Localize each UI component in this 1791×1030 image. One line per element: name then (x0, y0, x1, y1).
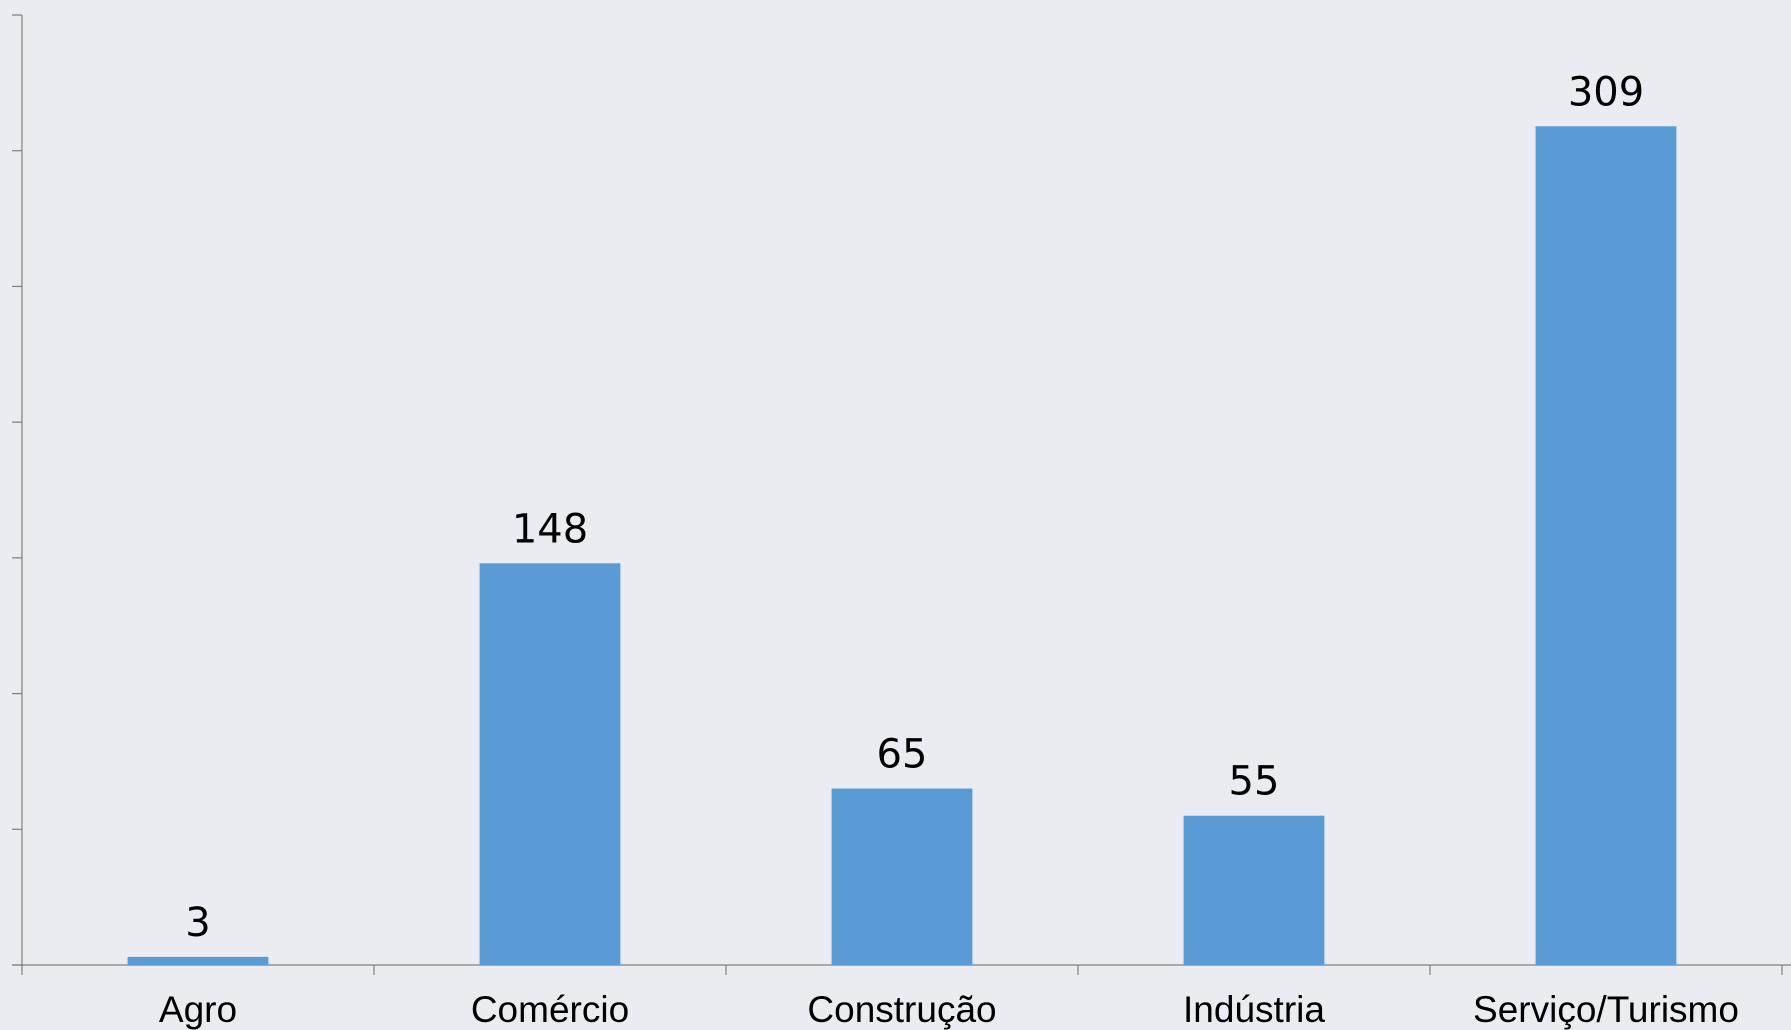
bar (831, 788, 973, 965)
category-label: Serviço/Turismo (1473, 989, 1739, 1030)
category-label: Agro (159, 989, 237, 1030)
bar (127, 956, 269, 965)
category-label: Comércio (471, 989, 629, 1030)
data-label: 148 (512, 506, 588, 552)
data-label: 65 (877, 732, 928, 778)
bars (127, 126, 1677, 966)
data-label: 3 (185, 900, 210, 946)
category-label: Construção (807, 989, 996, 1030)
bar (1183, 815, 1325, 965)
bar (479, 563, 621, 965)
data-label: 55 (1229, 759, 1280, 805)
data-labels: 3 148 65 55 309 (185, 69, 1644, 946)
category-labels: Agro Comércio Construção Indústria Serviço/T… (159, 989, 1739, 1030)
bar (1535, 126, 1677, 966)
data-label: 309 (1568, 69, 1644, 115)
category-label: Indústria (1183, 989, 1325, 1030)
